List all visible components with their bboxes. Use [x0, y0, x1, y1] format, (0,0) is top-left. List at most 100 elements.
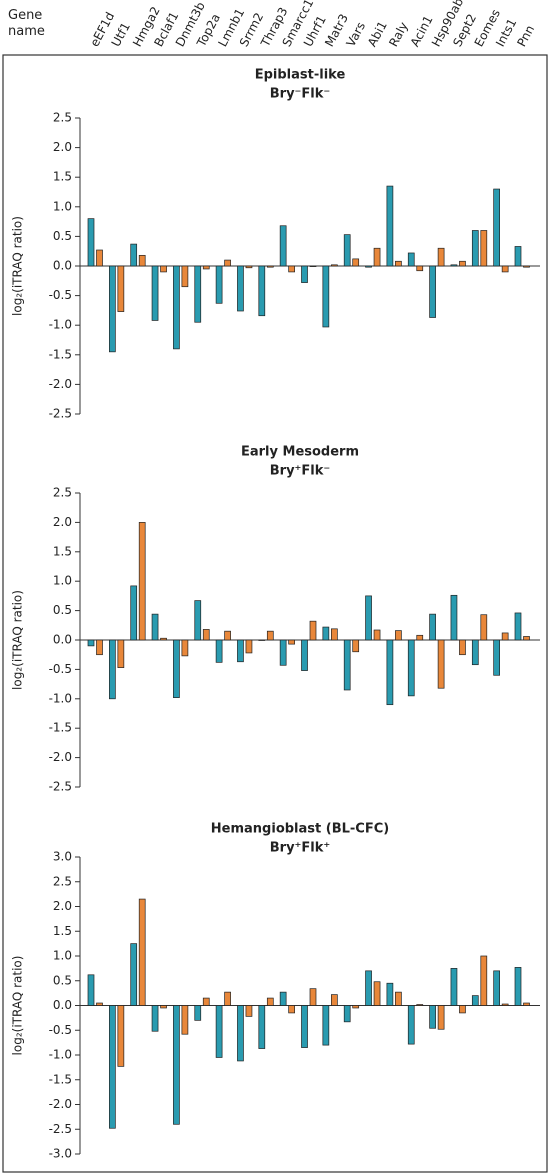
- bar: [117, 1005, 125, 1067]
- bar: [301, 265, 308, 283]
- bar: [288, 265, 295, 273]
- bar: [130, 943, 138, 1006]
- bar: [87, 639, 95, 647]
- y-tick-label: 1.0: [53, 574, 72, 588]
- bar: [386, 639, 394, 706]
- bar: [322, 626, 330, 641]
- bar: [514, 967, 522, 1006]
- y-tick-label: -1.5: [49, 721, 72, 735]
- bar: [407, 252, 415, 267]
- bar: [480, 230, 488, 267]
- bar: [288, 639, 295, 645]
- y-axis-label: log₂(iTRAQ ratio): [11, 956, 25, 1056]
- y-tick-label: 3.0: [53, 850, 72, 864]
- bar: [258, 1005, 266, 1049]
- bar: [224, 991, 231, 1006]
- bar: [395, 260, 402, 267]
- bar: [437, 247, 445, 267]
- bar: [301, 1005, 308, 1048]
- bar: [331, 264, 338, 267]
- y-tick-label: -1.5: [49, 347, 72, 361]
- y-tick-label: 1.5: [53, 170, 72, 184]
- y-tick-label: 2.0: [53, 515, 72, 529]
- panel-title: Epiblast-like: [255, 68, 346, 83]
- y-tick-label: 1.5: [53, 924, 72, 938]
- bar: [373, 629, 381, 641]
- bar: [429, 1005, 436, 1029]
- frame: [2, 54, 548, 1173]
- bar: [450, 264, 458, 267]
- bar: [160, 637, 167, 641]
- y-tick-label: -1.0: [49, 691, 72, 705]
- bar: [181, 1005, 189, 1035]
- bar: [108, 265, 116, 353]
- bar: [215, 1005, 223, 1058]
- bar: [480, 955, 488, 1006]
- bar: [215, 639, 223, 663]
- bar: [224, 259, 231, 267]
- bar: [386, 982, 394, 1006]
- y-tick-label: 2.5: [53, 486, 72, 500]
- bar: [331, 628, 338, 641]
- bar: [501, 265, 509, 273]
- bar: [514, 612, 522, 641]
- bar: [450, 968, 458, 1006]
- bar: [202, 265, 210, 270]
- bar: [258, 639, 266, 641]
- y-tick-label: -3.0: [49, 1147, 72, 1161]
- y-tick-label: -0.5: [49, 1023, 72, 1037]
- bar: [416, 265, 424, 272]
- bar: [429, 265, 436, 318]
- y-tick-label: 2.5: [53, 874, 72, 888]
- bar: [395, 630, 402, 641]
- bar: [266, 630, 274, 641]
- bar: [450, 594, 458, 641]
- bar: [279, 991, 287, 1006]
- gene-label: Pnn: [514, 23, 537, 49]
- panel-subtitle: Bry⁺Flk⁺: [270, 841, 331, 856]
- bar: [108, 1005, 116, 1129]
- y-tick-label: -1.0: [49, 318, 72, 332]
- bar: [480, 614, 488, 641]
- panel-title: Early Mesoderm: [241, 445, 359, 460]
- bar: [138, 522, 146, 641]
- bar: [215, 265, 223, 304]
- y-tick-label: 2.0: [53, 899, 72, 913]
- bar: [202, 997, 210, 1006]
- bar: [151, 613, 159, 641]
- y-tick-label: -2.5: [49, 407, 72, 421]
- bar: [471, 995, 479, 1006]
- panel-title: Hemangioblast (BL-CFC): [211, 822, 389, 837]
- y-tick-label: -1.5: [49, 1072, 72, 1086]
- bar: [237, 639, 244, 663]
- bar: [471, 639, 479, 666]
- bar: [96, 639, 103, 656]
- bar: [459, 639, 466, 656]
- bar: [407, 639, 415, 697]
- y-axis-label: log₂(iTRAQ ratio): [11, 216, 25, 316]
- bar: [245, 265, 253, 269]
- bar: [258, 265, 266, 317]
- y-tick-label: -2.0: [49, 1097, 72, 1111]
- bar: [523, 1002, 530, 1006]
- bar: [87, 218, 95, 267]
- bar: [309, 988, 317, 1006]
- bar: [173, 639, 180, 698]
- bar: [87, 974, 95, 1006]
- y-tick-label: -2.0: [49, 377, 72, 391]
- panel-subtitle: Bry⁻Flk⁻: [270, 87, 331, 102]
- bar: [96, 1002, 103, 1006]
- bar: [181, 639, 189, 657]
- y-tick-label: 0.0: [53, 998, 72, 1012]
- bar: [130, 585, 138, 641]
- y-tick-label: 2.0: [53, 140, 72, 154]
- bar: [407, 1005, 415, 1045]
- y-tick-label: 0.0: [53, 259, 72, 273]
- bar: [322, 1005, 330, 1046]
- bar: [181, 265, 189, 288]
- bar: [194, 265, 202, 323]
- bar: [365, 265, 372, 268]
- y-tick-label: -0.5: [49, 662, 72, 676]
- y-tick-label: -1.0: [49, 1048, 72, 1062]
